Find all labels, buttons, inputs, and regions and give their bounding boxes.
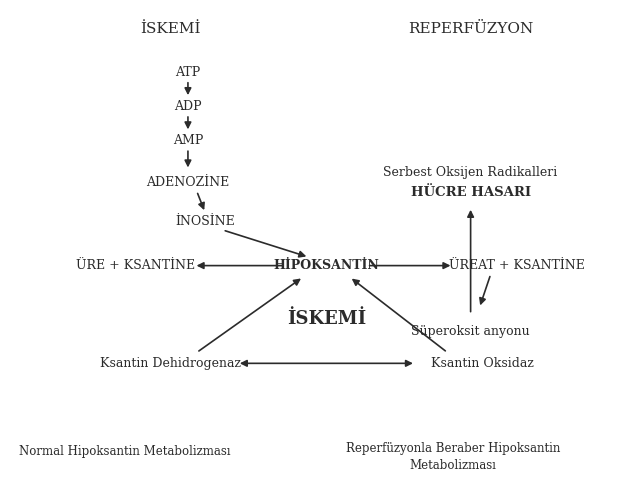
Text: Süperoksit anyonu: Süperoksit anyonu bbox=[411, 325, 530, 338]
Text: Ksantin Oksidaz: Ksantin Oksidaz bbox=[431, 357, 534, 370]
Text: İNOSİNE: İNOSİNE bbox=[175, 215, 235, 228]
Text: Serbest Oksijen Radikalleri: Serbest Oksijen Radikalleri bbox=[384, 166, 558, 179]
Text: HİPOKSANTİN: HİPOKSANTİN bbox=[274, 259, 379, 272]
Text: ATP: ATP bbox=[175, 66, 201, 79]
Text: ADP: ADP bbox=[174, 100, 202, 113]
Text: ÜRE + KSANTİNE: ÜRE + KSANTİNE bbox=[77, 259, 196, 272]
Text: Metabolizması: Metabolizması bbox=[410, 459, 496, 473]
Text: Reperfüzyonla Beraber Hipoksantin: Reperfüzyonla Beraber Hipoksantin bbox=[346, 442, 560, 455]
Text: Normal Hipoksantin Metabolizması: Normal Hipoksantin Metabolizması bbox=[19, 445, 230, 458]
Text: AMP: AMP bbox=[173, 135, 203, 148]
Text: ÜREAT + KSANTİNE: ÜREAT + KSANTİNE bbox=[449, 259, 585, 272]
Text: HÜCRE HASARI: HÜCRE HASARI bbox=[410, 186, 530, 199]
Text: İSKEMİ: İSKEMİ bbox=[287, 310, 366, 329]
Text: REPERFÜZYON: REPERFÜZYON bbox=[408, 21, 533, 36]
Text: ADENOZİNE: ADENOZİNE bbox=[146, 176, 230, 189]
Text: Ksantin Dehidrogenaz: Ksantin Dehidrogenaz bbox=[100, 357, 241, 370]
Text: İSKEMİ: İSKEMİ bbox=[141, 21, 201, 36]
